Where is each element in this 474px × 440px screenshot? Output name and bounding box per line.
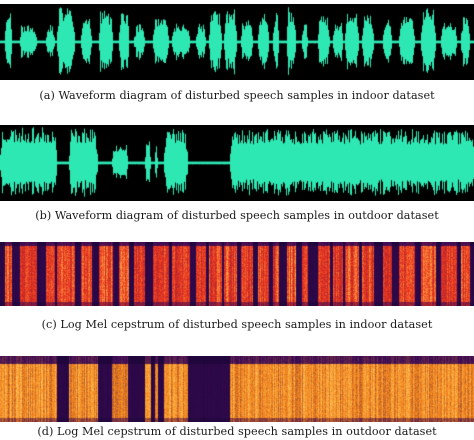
caption-d: (d) Log Mel cepstrum of disturbed speech… [37,425,437,438]
caption-b: (b) Waveform diagram of disturbed speech… [35,209,439,222]
spectrogram-outdoor-canvas [0,356,474,422]
spectrogram-indoor-panel [0,242,474,306]
waveform-indoor-panel [0,4,474,80]
spectrogram-outdoor-panel [0,356,474,422]
waveform-outdoor-panel [0,125,474,201]
caption-c: (c) Log Mel cepstrum of disturbed speech… [41,318,433,331]
spectrogram-indoor-canvas [0,242,474,306]
waveform-outdoor-canvas [0,125,474,201]
waveform-indoor-canvas [0,4,474,80]
caption-a: (a) Waveform diagram of disturbed speech… [39,89,435,102]
